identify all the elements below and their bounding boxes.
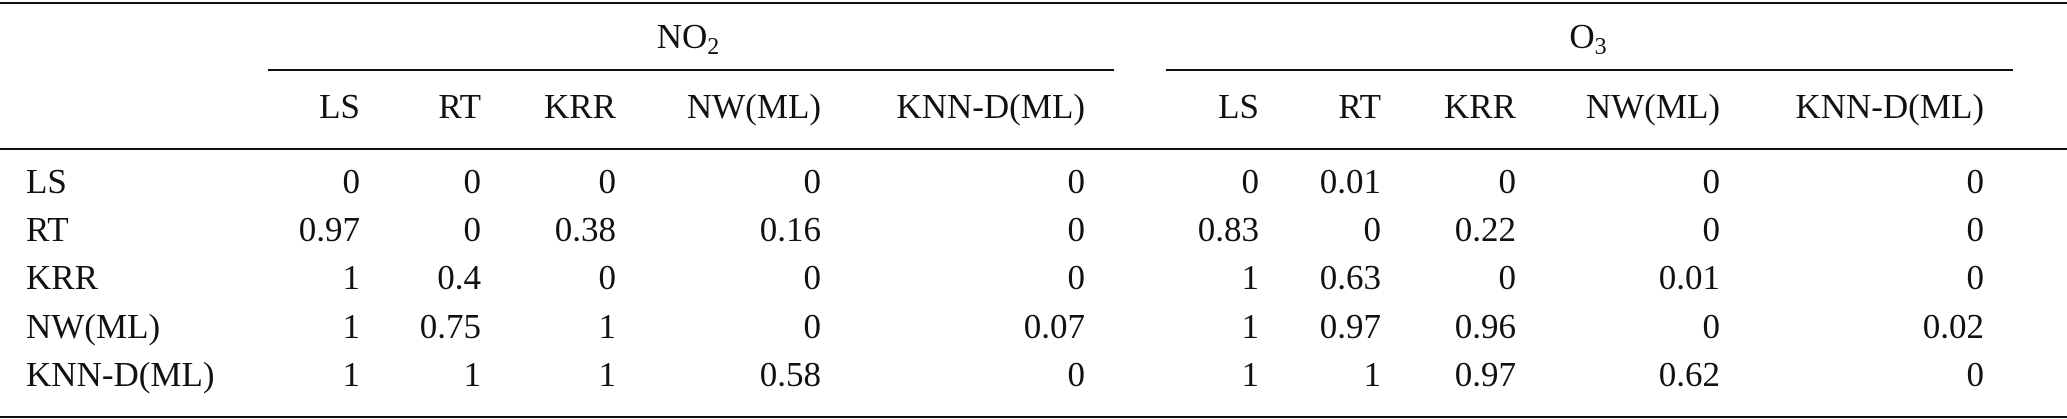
cell: 0 xyxy=(599,258,617,297)
cell: 1 xyxy=(464,355,482,394)
cell: 0.97 xyxy=(299,210,360,249)
cell: 0 xyxy=(1967,258,1985,297)
row-label: KNN-D(ML) xyxy=(26,355,215,394)
group-label: NO xyxy=(657,17,708,56)
cell: 0 xyxy=(1242,162,1260,201)
cell: 1 xyxy=(343,307,361,346)
row-label: RT xyxy=(26,210,69,249)
cell: 0.07 xyxy=(1024,307,1085,346)
cell: 1 xyxy=(1242,355,1260,394)
row-label: LS xyxy=(26,162,67,201)
column-header: KRR xyxy=(544,87,617,126)
group-label: O xyxy=(1569,17,1594,56)
cell: 0 xyxy=(343,162,361,201)
cell: 0 xyxy=(1364,210,1382,249)
row-label: NW(ML) xyxy=(26,307,160,346)
cell: 0 xyxy=(1499,162,1517,201)
cell: 0 xyxy=(599,162,617,201)
cell: 0 xyxy=(464,162,482,201)
cell: 1 xyxy=(1242,307,1260,346)
cell: 0.01 xyxy=(1320,162,1381,201)
cell: 0 xyxy=(1068,355,1086,394)
cell: 0.22 xyxy=(1455,210,1516,249)
group-subscript: 3 xyxy=(1595,34,1607,60)
cell: 1 xyxy=(343,355,361,394)
cell: 0 xyxy=(1068,210,1086,249)
cell: 0.97 xyxy=(1320,307,1381,346)
cell: 1 xyxy=(599,355,617,394)
cell: 0.75 xyxy=(420,307,481,346)
column-header: LS xyxy=(319,87,360,126)
cell: 0.62 xyxy=(1659,355,1720,394)
cell: 1 xyxy=(599,307,617,346)
column-header: RT xyxy=(438,87,481,126)
cell: 0.38 xyxy=(555,210,616,249)
cell: 0.02 xyxy=(1923,307,1984,346)
group-subscript: 2 xyxy=(707,34,719,60)
cell: 0 xyxy=(1703,307,1721,346)
row-label: KRR xyxy=(26,258,99,297)
cell: 0 xyxy=(1499,258,1517,297)
cell: 0 xyxy=(1967,210,1985,249)
column-header: NW(ML) xyxy=(1586,87,1720,126)
column-header: NW(ML) xyxy=(687,87,821,126)
column-header: RT xyxy=(1338,87,1381,126)
cell: 0 xyxy=(804,307,822,346)
cell: 0.97 xyxy=(1455,355,1516,394)
group-header: NO2 xyxy=(657,17,720,59)
cell: 0.96 xyxy=(1455,307,1516,346)
column-header: KNN-D(ML) xyxy=(1795,87,1984,126)
cell: 0.01 xyxy=(1659,258,1720,297)
cell: 1 xyxy=(343,258,361,297)
cell: 0 xyxy=(1068,258,1086,297)
group-header: O3 xyxy=(1569,17,1606,59)
cell: 0.58 xyxy=(760,355,821,394)
cell: 0.83 xyxy=(1198,210,1259,249)
cell: 0.16 xyxy=(760,210,821,249)
column-header: KNN-D(ML) xyxy=(896,87,1085,126)
cell: 1 xyxy=(1242,258,1260,297)
column-header: KRR xyxy=(1444,87,1517,126)
cell: 0.63 xyxy=(1320,258,1381,297)
cell: 0 xyxy=(1967,355,1985,394)
cell: 0 xyxy=(1703,162,1721,201)
cell: 0 xyxy=(804,162,822,201)
cell: 0 xyxy=(804,258,822,297)
cell: 0 xyxy=(464,210,482,249)
cell: 0.4 xyxy=(437,258,481,297)
cell: 0 xyxy=(1967,162,1985,201)
cell: 1 xyxy=(1364,355,1382,394)
cell: 0 xyxy=(1068,162,1086,201)
column-header: LS xyxy=(1218,87,1259,126)
cell: 0 xyxy=(1703,210,1721,249)
